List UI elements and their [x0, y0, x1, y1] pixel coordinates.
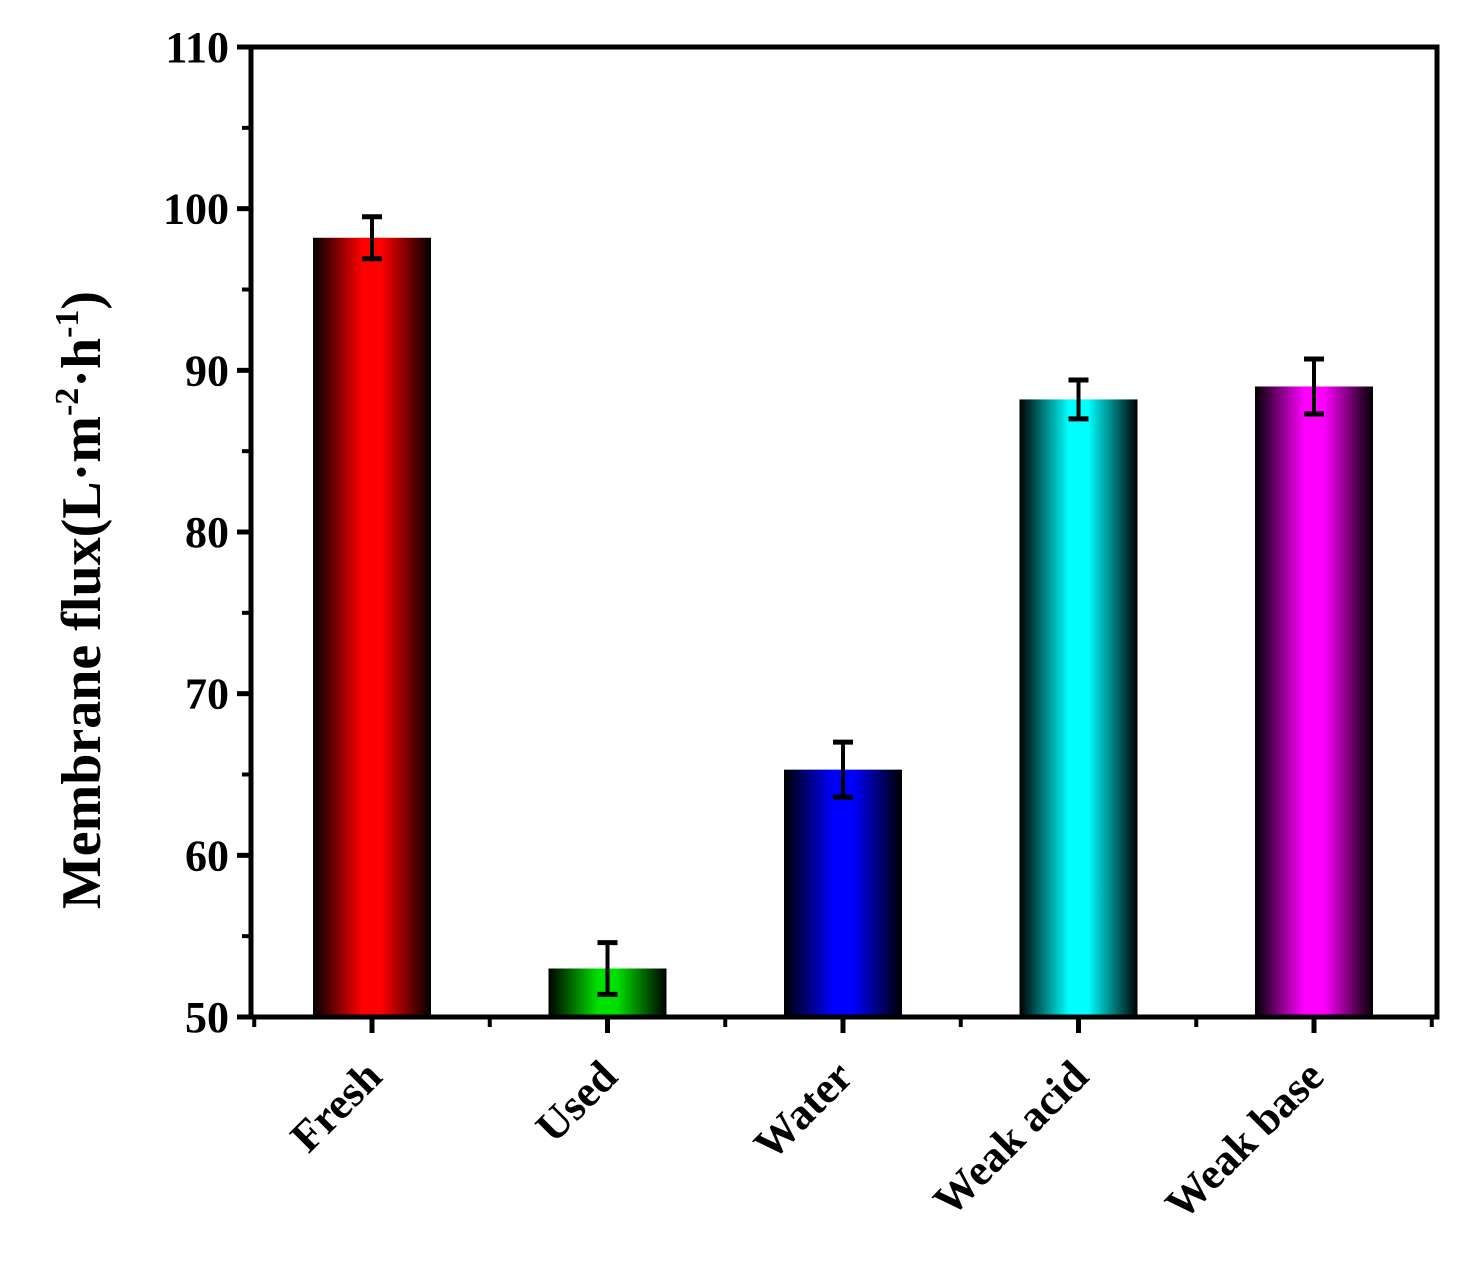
error-bar-water [833, 739, 853, 800]
bars-group [313, 237, 1373, 1017]
y-tick-label: 60 [185, 831, 229, 880]
y-axis: 50 60 70 80 90 100 110 [163, 23, 251, 1042]
x-tick-label: Fresh [281, 1051, 391, 1161]
y-axis-title-end: ) [51, 291, 113, 310]
y-tick-label: 70 [185, 670, 229, 719]
y-axis-title-mid: ·h [51, 338, 113, 388]
y-axis-title: Membrane flux(L·m-2·h-1) [49, 291, 113, 909]
error-bar-weak-base [1304, 356, 1324, 417]
error-bar-weak-acid [1068, 377, 1089, 422]
bar-fresh [313, 237, 431, 1017]
y-tick-label: 50 [185, 993, 229, 1042]
y-tick-label: 80 [185, 508, 229, 557]
bar-weak-base [1255, 386, 1373, 1017]
y-tick-label: 110 [165, 23, 229, 72]
y-axis-title-sup2: -1 [49, 310, 86, 338]
error-bar-used [597, 940, 618, 997]
error-bars-group [362, 214, 1324, 997]
y-tick-label: 100 [163, 185, 229, 234]
x-axis: Fresh Used Water Weak acid Weak base [252, 1017, 1434, 1229]
x-tick-label: Used [526, 1051, 626, 1151]
y-axis-title-main: Membrane flux(L·m [51, 416, 113, 909]
bar-weak-acid [1019, 399, 1138, 1017]
x-tick-label: Weak base [1156, 1051, 1333, 1228]
y-axis-title-sup1: -2 [49, 388, 86, 416]
bar-water [784, 769, 902, 1017]
error-bar-fresh [362, 214, 382, 262]
x-tick-label: Water [744, 1051, 862, 1169]
y-tick-label: 90 [185, 346, 229, 395]
x-tick-label: Weak acid [924, 1051, 1098, 1225]
